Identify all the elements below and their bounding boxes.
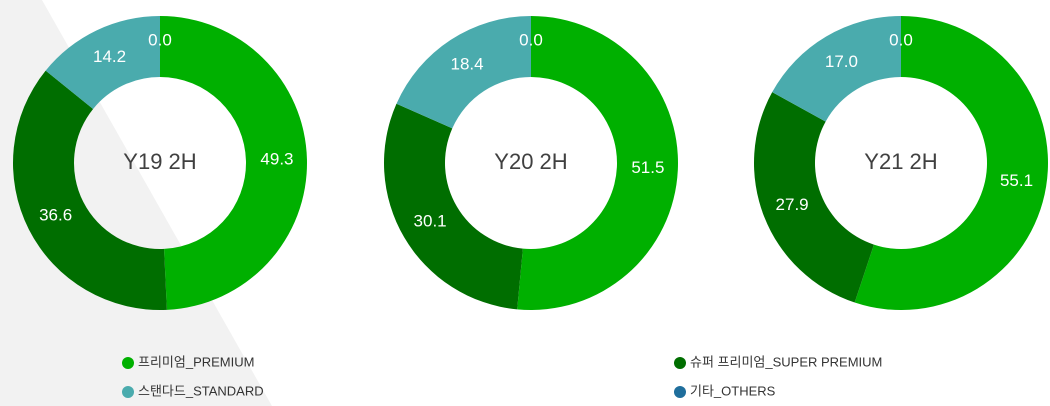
data-label: 18.4 <box>451 54 484 73</box>
donut-segment <box>772 16 901 122</box>
donut-segment <box>396 16 531 129</box>
donut-segment <box>517 16 679 311</box>
donut-segment <box>854 16 1049 311</box>
data-label: 17.0 <box>825 52 858 71</box>
data-label: 49.3 <box>260 150 293 169</box>
legend-label: 프리미엄_PREMIUM <box>138 354 254 369</box>
legend-label: 슈퍼 프리미엄_SUPER PREMIUM <box>690 354 882 369</box>
data-label: 55.1 <box>1000 171 1033 190</box>
donut-segment <box>160 16 307 310</box>
chart-title: Y20 2H <box>494 149 567 174</box>
legend-label: 스탠다드_STANDARD <box>138 383 264 398</box>
chart-title: Y19 2H <box>123 149 196 174</box>
data-label: 0.0 <box>519 30 543 49</box>
donut-segment <box>45 16 160 109</box>
data-label: 0.0 <box>148 30 172 49</box>
legend-swatch <box>674 386 686 398</box>
legend-swatch <box>674 357 686 369</box>
data-label: 0.0 <box>889 30 913 49</box>
data-label: 51.5 <box>631 158 664 177</box>
legend-swatch <box>122 357 134 369</box>
data-label: 14.2 <box>93 47 126 66</box>
legend-label: 기타_OTHERS <box>690 383 776 398</box>
donut-segment <box>754 92 874 303</box>
donut-segment <box>13 70 167 310</box>
chart-title: Y21 2H <box>864 149 937 174</box>
data-label: 30.1 <box>414 212 447 231</box>
donut-segment <box>383 103 523 310</box>
data-label: 36.6 <box>39 205 72 224</box>
data-label: 27.9 <box>776 195 809 214</box>
legend-swatch <box>122 386 134 398</box>
